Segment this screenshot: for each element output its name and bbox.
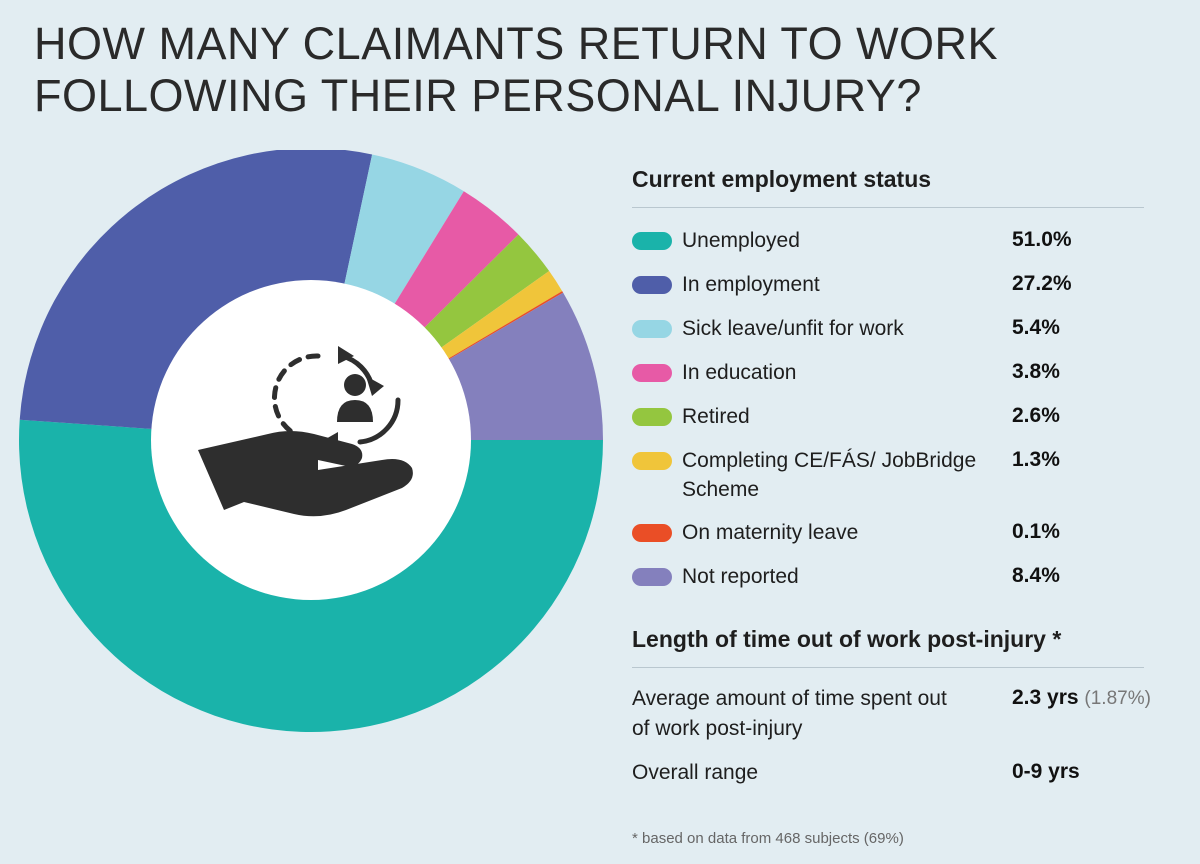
legend-value: 3.8% xyxy=(1012,360,1060,383)
stat-value-main: 0-9 yrs xyxy=(1012,760,1080,783)
legend-swatch xyxy=(632,232,672,250)
legend-label: Unemployed xyxy=(682,229,800,252)
legend-value: 1.3% xyxy=(1012,448,1060,471)
legend-label: Not reported xyxy=(682,565,799,588)
hand-holding-person-cycle-icon xyxy=(198,346,413,517)
legend-label: Sick leave/unfit for work xyxy=(682,317,904,340)
stat-value: 0-9 yrs xyxy=(1012,760,1080,784)
legend-value: 51.0% xyxy=(1012,228,1072,251)
legend-label: In employment xyxy=(682,273,820,296)
legend-swatch xyxy=(632,364,672,382)
legend-title: Current employment status xyxy=(632,166,1144,208)
legend-swatch xyxy=(632,568,672,586)
legend-swatch xyxy=(632,408,672,426)
legend-item: Unemployed 51.0% xyxy=(632,222,1144,266)
legend-label: On maternity leave xyxy=(682,521,859,544)
legend-value: 2.6% xyxy=(1012,404,1060,427)
stat-row-average: Average amount of time spent out of work… xyxy=(632,682,1151,756)
legend-swatch xyxy=(632,320,672,338)
legend-swatch xyxy=(632,452,672,470)
legend-value: 8.4% xyxy=(1012,564,1060,587)
title-line-1: HOW MANY CLAIMANTS RETURN TO WORK xyxy=(34,18,999,69)
legend-item: In education 3.8% xyxy=(632,354,1144,398)
legend-value: 0.1% xyxy=(1012,520,1060,543)
stat-label: Overall range xyxy=(632,761,759,784)
legend-value: 5.4% xyxy=(1012,316,1060,339)
stat-value-main: 2.3 yrs xyxy=(1012,686,1079,709)
title-line-2: FOLLOWING THEIR PERSONAL INJURY? xyxy=(34,70,922,121)
legend-item: Retired 2.6% xyxy=(632,398,1144,442)
stats-heading: Length of time out of work post-injury * xyxy=(632,626,1144,668)
legend-value: 27.2% xyxy=(1012,272,1072,295)
legend-item: Completing CE/FÁS/ JobBridge Scheme 1.3% xyxy=(632,442,1144,514)
page-title: HOW MANY CLAIMANTS RETURN TO WORK FOLLOW… xyxy=(34,18,1034,122)
legend: Unemployed 51.0% In employment 27.2% Sick le… xyxy=(632,222,1144,602)
legend-label: Completing CE/FÁS/ JobBridge Scheme xyxy=(682,449,977,501)
legend-item: Sick leave/unfit for work 5.4% xyxy=(632,310,1144,354)
stat-note: (1.87%) xyxy=(1084,688,1151,709)
legend-label: Retired xyxy=(682,405,750,428)
legend-swatch xyxy=(632,524,672,542)
donut-chart xyxy=(18,150,603,732)
legend-item: On maternity leave 0.1% xyxy=(632,514,1144,558)
legend-item: In employment 27.2% xyxy=(632,266,1144,310)
stat-value: 2.3 yrs (1.87%) xyxy=(1012,686,1151,710)
legend-label: In education xyxy=(682,361,797,384)
footnote: * based on data from 468 subjects (69%) xyxy=(632,830,904,847)
legend-item: Not reported 8.4% xyxy=(632,558,1144,602)
stat-label: Average amount of time spent out of work… xyxy=(632,687,947,740)
side-panel: Current employment status Unemployed 51.0… xyxy=(632,166,1151,796)
stat-row-range: Overall range 0-9 yrs xyxy=(632,756,1144,796)
legend-swatch xyxy=(632,276,672,294)
